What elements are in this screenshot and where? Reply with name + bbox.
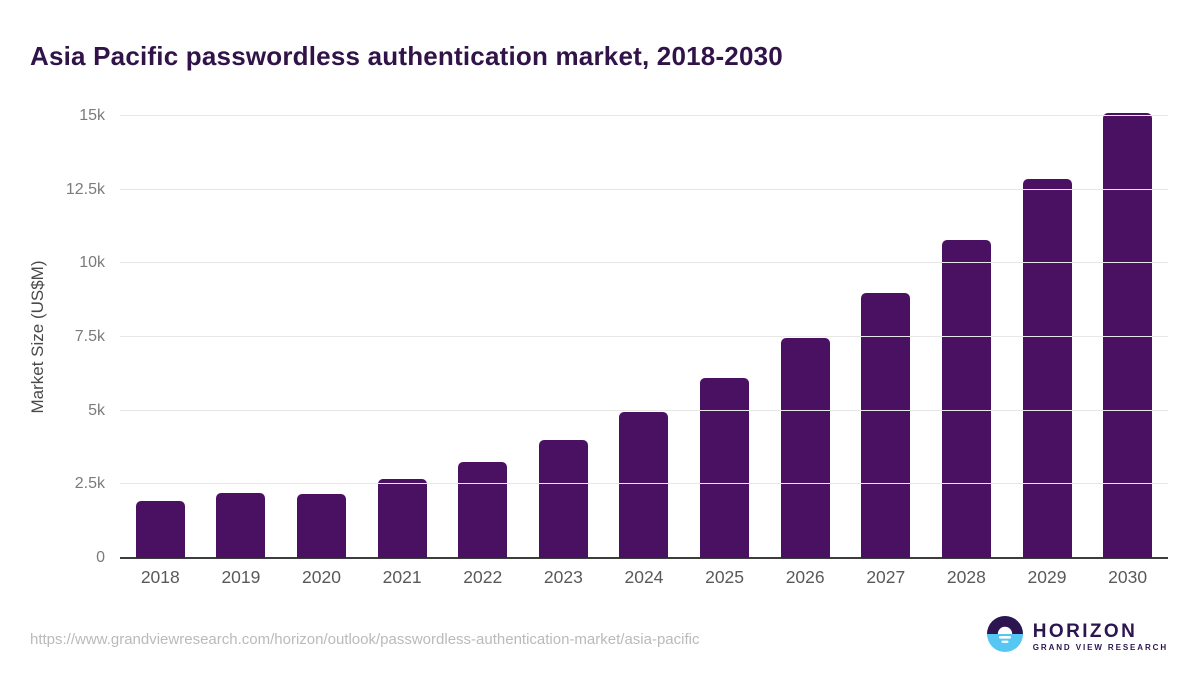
y-tick-label: 2.5k [74, 475, 105, 493]
x-tick-label: 2028 [946, 567, 986, 587]
y-tick-label: 0 [96, 549, 105, 566]
bar-2023 [538, 440, 588, 558]
bar-column [1007, 116, 1088, 558]
x-tick-label: 2029 [1027, 567, 1067, 587]
logo-name: HORIZON [1032, 620, 1138, 642]
bar-column [604, 116, 685, 558]
bar-2022 [458, 462, 508, 558]
bar-column [120, 116, 201, 558]
bar-column [201, 116, 282, 558]
x-axis-line [120, 557, 1168, 559]
horizon-sun-over-water-icon [986, 615, 1024, 658]
gridline [120, 409, 1168, 411]
y-tick-label: 15k [79, 107, 105, 124]
bar-2019 [216, 493, 266, 558]
x-tick-label: 2027 [866, 567, 906, 587]
bar-2027 [861, 292, 911, 558]
bar-column [926, 116, 1007, 558]
gridline [120, 336, 1168, 337]
y-axis-tick-labels: 0 2.5k 5k 7.5k 10k 12.5k 15k [0, 107, 105, 566]
bar-2025 [700, 378, 750, 558]
gridline [120, 188, 1168, 190]
x-tick-label: 2025 [705, 567, 745, 587]
source-url: https://www.grandviewresearch.com/horizo… [30, 631, 700, 648]
gridline [120, 262, 1168, 264]
y-tick-label: 7.5k [74, 328, 105, 345]
x-tick-label: 2024 [624, 567, 664, 587]
page-title: Asia Pacific passwordless authentication… [30, 41, 783, 72]
bar-2021 [377, 479, 427, 558]
bar-2024 [619, 412, 669, 558]
bar-2018 [135, 500, 185, 558]
y-tick-label: 12.5k [65, 180, 105, 198]
bar-column [281, 116, 362, 558]
bar-column [684, 116, 765, 558]
bar-column [523, 116, 604, 558]
bar-2028 [941, 239, 991, 558]
x-tick-label: 2022 [463, 567, 503, 587]
bars-row [120, 113, 1168, 558]
y-tick-label: 10k [79, 254, 105, 272]
x-tick-label: 2019 [221, 567, 261, 587]
bar-column [765, 116, 846, 558]
x-tick-label: 2021 [382, 567, 422, 587]
logo-text: HORIZON GRAND VIEW RESEARCH [1033, 622, 1168, 652]
x-axis-tick-labels: 2018 2019 2020 2021 2022 2023 2024 2025 2026 2027… [120, 567, 1168, 588]
bar-column [1087, 113, 1168, 558]
horizon-logo: HORIZON GRAND VIEW RESEARCH [986, 615, 1168, 658]
x-tick-label: 2026 [785, 567, 825, 587]
y-tick-label: 5k [88, 401, 105, 419]
gridline [120, 115, 1168, 116]
bar-2029 [1022, 179, 1072, 558]
x-tick-label: 2018 [140, 567, 180, 587]
x-tick-label: 2030 [1108, 567, 1148, 587]
x-tick-label: 2020 [302, 567, 341, 587]
gridline [120, 483, 1168, 485]
x-tick-label: 2023 [543, 567, 583, 587]
bar-column [442, 116, 523, 558]
bar-column [845, 116, 926, 558]
bar-2026 [780, 338, 830, 558]
logo-subtitle: GRAND VIEW RESEARCH [1032, 642, 1168, 652]
bar-2020 [297, 494, 347, 558]
plot-area [120, 113, 1168, 559]
bar-column [362, 116, 443, 558]
